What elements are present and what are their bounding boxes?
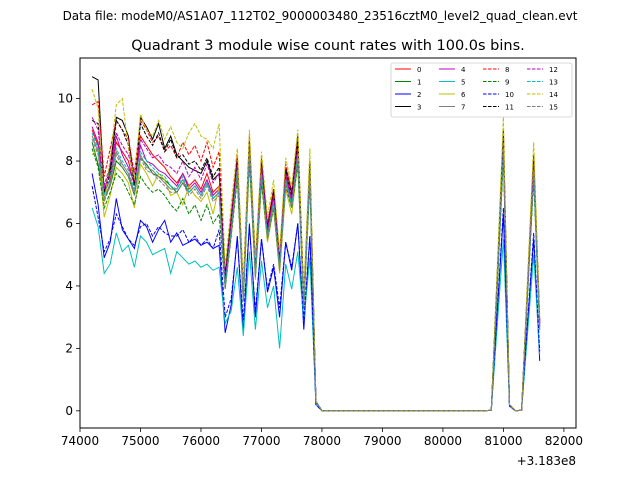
plot-area xyxy=(91,76,541,412)
series-line-4 xyxy=(91,126,541,412)
legend-frame xyxy=(390,62,573,118)
x-tick-label: 74000 xyxy=(61,434,99,448)
legend-label-4: 4 xyxy=(461,66,466,74)
legend-label-14: 14 xyxy=(549,91,558,99)
series-line-7 xyxy=(91,135,541,412)
legend-label-3: 3 xyxy=(417,104,421,112)
legend-label-2: 2 xyxy=(417,91,421,99)
x-tick-label: 82000 xyxy=(545,434,583,448)
legend-label-1: 1 xyxy=(417,79,421,87)
legend-label-13: 13 xyxy=(549,79,558,87)
x-tick-label: 78000 xyxy=(303,434,341,448)
figure-suptitle: Data file: modeM0/AS1A07_112T02_90000034… xyxy=(63,9,578,23)
x-tick-label: 81000 xyxy=(484,434,522,448)
x-axis: 74000 75000 76000 77000 78000 79000 80000 81000… xyxy=(61,428,583,448)
legend-label-8: 8 xyxy=(505,66,509,74)
y-tick-label: 2 xyxy=(65,341,73,355)
legend-label-10: 10 xyxy=(505,91,514,99)
axes-frame xyxy=(79,57,577,429)
legend-label-5: 5 xyxy=(461,79,465,87)
x-tick-label: 75000 xyxy=(121,434,159,448)
y-tick-label: 10 xyxy=(58,92,73,106)
x-tick-label: 80000 xyxy=(424,434,462,448)
y-axis: 0 2 4 6 8 10 xyxy=(58,92,80,418)
x-tick-label: 79000 xyxy=(363,434,401,448)
series-line-1 xyxy=(91,142,541,412)
legend-label-12: 12 xyxy=(549,66,558,74)
legend-label-15: 15 xyxy=(549,104,558,112)
x-tick-label: 76000 xyxy=(182,434,220,448)
series-line-5 xyxy=(91,207,541,412)
series-line-9 xyxy=(91,148,541,412)
series-line-11 xyxy=(91,118,541,412)
series-line-15 xyxy=(91,139,541,412)
series-line-0 xyxy=(91,129,541,412)
y-tick-label: 8 xyxy=(65,154,73,168)
legend-label-7: 7 xyxy=(461,104,465,112)
y-tick-label: 0 xyxy=(65,404,73,418)
x-tick-label: 77000 xyxy=(242,434,280,448)
series-line-8 xyxy=(91,100,541,412)
series-line-3 xyxy=(91,76,541,412)
chart-title: Quadrant 3 module wise count rates with … xyxy=(131,38,525,54)
legend-label-11: 11 xyxy=(505,104,514,112)
x-offset-label: +3.183e8 xyxy=(517,454,576,468)
legend-label-0: 0 xyxy=(417,66,421,74)
series-line-2 xyxy=(91,173,541,412)
y-tick-label: 6 xyxy=(65,216,73,230)
legend-label-6: 6 xyxy=(461,91,466,99)
legend-label-9: 9 xyxy=(505,79,509,87)
y-tick-label: 4 xyxy=(65,279,73,293)
series-line-10 xyxy=(91,185,541,412)
